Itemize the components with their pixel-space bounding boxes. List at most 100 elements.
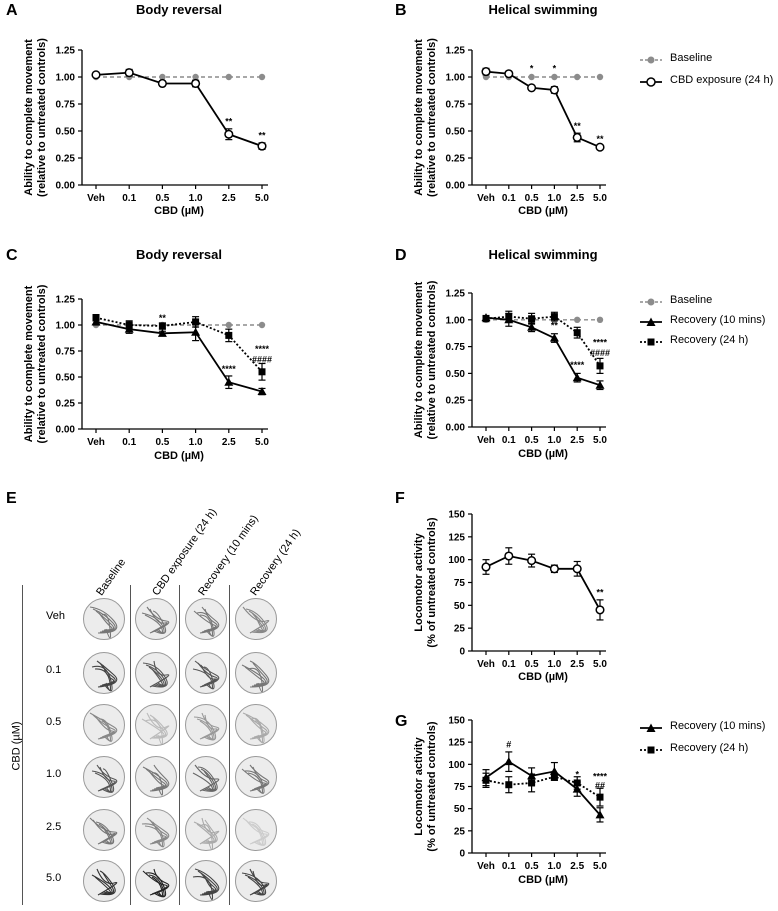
worm-track-thumbnail: [185, 756, 227, 798]
worm-track-stroke: [101, 720, 112, 742]
data-point: [595, 380, 605, 389]
series-line: [485, 760, 601, 816]
x-tick-label: 1.0: [547, 659, 561, 670]
worm-track-stroke: [248, 821, 267, 846]
data-point: [527, 556, 537, 566]
y-axis-label: Ability to complete movement: [413, 39, 425, 196]
x-tick-label: 0.5: [525, 659, 539, 670]
worm-track-thumbnail: [83, 652, 125, 694]
significance-label: **: [159, 313, 167, 323]
worm-track-icon: [91, 764, 118, 793]
y-tick-label: 0.50: [56, 373, 76, 384]
worm-track-thumbnail: [135, 704, 177, 746]
worm-track-stroke: [142, 662, 168, 688]
worm-track-icon: [142, 764, 170, 796]
data-point: [192, 73, 199, 81]
significance-label: ****: [255, 344, 270, 354]
y-tick-label: 1.25: [56, 46, 76, 57]
panel-letter-g: G: [395, 713, 408, 730]
x-axis-label: CBD (µM): [518, 205, 568, 217]
panel-letter-c: C: [6, 247, 18, 264]
significance-label: #: [506, 739, 511, 749]
data-point: [225, 73, 232, 81]
y-tick-label: 150: [448, 716, 465, 727]
y-axis-label: (relative to untreated controls): [36, 38, 48, 197]
x-tick-label: 0.5: [155, 193, 169, 204]
data-point: [191, 327, 201, 336]
data-point: [596, 793, 604, 801]
worm-track-stroke: [101, 664, 115, 686]
y-axis-label: (% of untreated controls): [426, 721, 438, 852]
x-axis-label: CBD (µM): [518, 448, 568, 460]
y-tick-label: 0: [459, 849, 465, 860]
y-tick-label: 1.25: [446, 46, 466, 57]
data-point: [481, 562, 491, 572]
data-point: [482, 776, 490, 784]
y-tick-label: 0.75: [446, 342, 466, 353]
worm-track-stroke: [91, 874, 113, 894]
worm-track-icon: [91, 868, 118, 896]
x-tick-label: 2.5: [222, 437, 236, 448]
data-point: [551, 73, 558, 81]
data-point: [549, 85, 559, 95]
y-tick-label: 0.25: [56, 154, 76, 165]
column-divider: [179, 585, 180, 905]
x-tick-label: 0.5: [525, 861, 539, 872]
x-tick-label: Veh: [477, 659, 495, 670]
data-point: [596, 73, 604, 81]
worm-track-stroke: [247, 667, 264, 693]
data-point: [257, 387, 267, 396]
data-point: [573, 329, 581, 337]
y-tick-label: 50: [454, 601, 466, 612]
y-tick-label: 1.00: [446, 315, 466, 326]
y-tick-label: 0: [459, 647, 465, 658]
data-point: [595, 605, 605, 615]
worm-track-stroke: [199, 720, 214, 740]
worm-track-stroke: [193, 610, 217, 632]
worm-track-thumbnail: [235, 704, 277, 746]
worm-track-stroke: [194, 764, 220, 792]
y-axis-label: Locomotor activity: [413, 532, 425, 631]
y-tick-label: 1.00: [56, 73, 76, 84]
worm-track-stroke: [145, 664, 167, 687]
x-tick-label: 5.0: [593, 193, 607, 204]
worm-track-stroke: [254, 614, 264, 632]
worm-track-icon: [192, 868, 220, 901]
baseline-marker-icon: [640, 56, 662, 64]
x-tick-label: 0.1: [502, 659, 516, 670]
data-point: [528, 315, 536, 323]
worm-track-stroke: [101, 872, 115, 895]
worm-track-thumbnail: [235, 756, 277, 798]
worm-track-thumbnail: [83, 704, 125, 746]
worm-track-stroke: [144, 614, 164, 634]
worm-track-stroke: [241, 664, 267, 686]
worm-track-thumbnail: [135, 756, 177, 798]
worm-track-thumbnail: [185, 598, 227, 640]
worm-track-stroke: [92, 819, 116, 844]
significance-label: ##: [595, 780, 605, 790]
worm-track-stroke: [101, 768, 115, 793]
worm-track-stroke: [247, 876, 264, 895]
y-tick-label: 0.00: [446, 181, 466, 192]
data-point: [595, 142, 605, 152]
significance-label: **: [596, 134, 604, 144]
legend-item-recovery-10: Recovery (10 mins): [640, 720, 775, 738]
significance-label: **: [551, 320, 559, 330]
worm-track-stroke: [193, 716, 217, 741]
x-tick-label: Veh: [87, 437, 105, 448]
y-tick-label: 75: [454, 578, 466, 589]
worm-track-stroke: [244, 666, 265, 685]
legend-item-cbd: CBD exposure (24 h): [640, 74, 775, 92]
data-point: [482, 315, 490, 323]
series-line: [485, 555, 601, 611]
chart-title: Helical swimming: [488, 2, 597, 17]
worm-track-icon: [242, 817, 270, 846]
chart-title: Body reversal: [136, 2, 222, 17]
worm-track-thumbnail: [135, 809, 177, 851]
worm-track-thumbnail: [83, 756, 125, 798]
x-tick-label: 0.1: [502, 861, 516, 872]
legend-label: Recovery (10 mins): [670, 314, 766, 326]
panel-letter-a: A: [6, 2, 18, 19]
legend-label: CBD exposure (24 h): [670, 74, 774, 86]
legend-middle: Baseline Recovery (10 mins) Recovery (24…: [640, 294, 775, 352]
